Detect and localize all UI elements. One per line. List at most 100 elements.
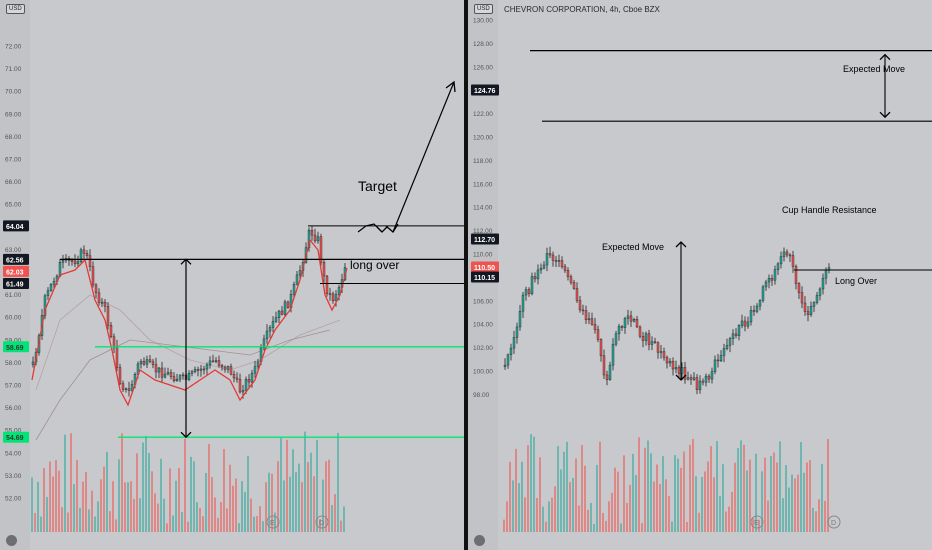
candle-body[interactable] bbox=[244, 379, 248, 391]
candle-body[interactable] bbox=[70, 260, 74, 262]
candle-body[interactable] bbox=[584, 310, 588, 321]
candle-body[interactable] bbox=[695, 377, 699, 390]
tradingview-logo-icon[interactable] bbox=[6, 535, 17, 546]
candle-body[interactable] bbox=[656, 342, 660, 353]
candle-body[interactable] bbox=[539, 267, 543, 271]
candle-body[interactable] bbox=[139, 361, 143, 365]
candle-body[interactable] bbox=[722, 348, 726, 356]
candle-body[interactable] bbox=[731, 333, 735, 339]
candle-body[interactable] bbox=[91, 266, 95, 286]
candle-body[interactable] bbox=[533, 276, 537, 280]
candle-body[interactable] bbox=[614, 333, 618, 345]
candle-body[interactable] bbox=[199, 368, 203, 371]
candle-body[interactable] bbox=[806, 311, 810, 315]
candle-body[interactable] bbox=[668, 360, 672, 364]
candle-body[interactable] bbox=[713, 359, 717, 372]
candle-body[interactable] bbox=[704, 375, 708, 383]
candle-body[interactable] bbox=[596, 329, 600, 340]
candle-body[interactable] bbox=[115, 346, 119, 368]
candle-body[interactable] bbox=[752, 310, 756, 312]
candle-body[interactable] bbox=[151, 361, 155, 365]
candle-body[interactable] bbox=[635, 319, 639, 328]
candle-body[interactable] bbox=[217, 360, 221, 366]
candle-body[interactable] bbox=[767, 278, 771, 283]
candle-body[interactable] bbox=[764, 281, 768, 288]
candle-body[interactable] bbox=[322, 262, 326, 277]
candle-body[interactable] bbox=[626, 315, 630, 319]
candle-body[interactable] bbox=[286, 301, 290, 308]
candle-body[interactable] bbox=[653, 341, 657, 343]
candle-body[interactable] bbox=[554, 260, 558, 262]
candle-body[interactable] bbox=[124, 388, 128, 390]
candle-body[interactable] bbox=[94, 284, 98, 294]
candle-body[interactable] bbox=[809, 306, 813, 315]
event-marker[interactable] bbox=[266, 515, 280, 529]
candle-body[interactable] bbox=[247, 379, 251, 383]
candle-body[interactable] bbox=[154, 364, 158, 373]
candle-body[interactable] bbox=[238, 378, 242, 393]
candle-body[interactable] bbox=[109, 325, 113, 338]
candle-body[interactable] bbox=[106, 306, 110, 326]
candle-body[interactable] bbox=[127, 388, 131, 391]
candle-body[interactable] bbox=[557, 260, 561, 262]
candle-body[interactable] bbox=[803, 302, 807, 312]
candle-body[interactable] bbox=[328, 293, 332, 295]
candle-body[interactable] bbox=[812, 302, 816, 307]
candle-body[interactable] bbox=[175, 378, 179, 382]
candle-body[interactable] bbox=[205, 364, 209, 370]
candle-body[interactable] bbox=[292, 283, 296, 295]
candle-body[interactable] bbox=[512, 337, 516, 349]
candle-body[interactable] bbox=[241, 390, 245, 393]
candle-body[interactable] bbox=[773, 269, 777, 281]
candle-body[interactable] bbox=[617, 326, 621, 335]
candle-body[interactable] bbox=[172, 376, 176, 382]
candle-body[interactable] bbox=[629, 315, 633, 322]
candle-body[interactable] bbox=[800, 292, 804, 304]
candle-body[interactable] bbox=[202, 368, 206, 371]
candle-body[interactable] bbox=[262, 338, 266, 349]
candle-body[interactable] bbox=[181, 374, 185, 377]
candle-body[interactable] bbox=[683, 367, 687, 380]
candle-body[interactable] bbox=[73, 260, 77, 265]
candle-body[interactable] bbox=[223, 366, 227, 370]
candle-body[interactable] bbox=[277, 310, 281, 318]
candle-body[interactable] bbox=[169, 372, 173, 377]
event-marker[interactable] bbox=[827, 515, 841, 529]
candle-body[interactable] bbox=[578, 300, 582, 311]
candle-body[interactable] bbox=[193, 369, 197, 372]
candle-body[interactable] bbox=[791, 255, 795, 267]
candle-body[interactable] bbox=[31, 361, 35, 365]
candle-body[interactable] bbox=[232, 374, 236, 379]
candle-body[interactable] bbox=[524, 289, 528, 296]
candle-body[interactable] bbox=[758, 300, 762, 307]
candle-body[interactable] bbox=[647, 333, 651, 345]
candle-body[interactable] bbox=[253, 366, 257, 374]
candle-body[interactable] bbox=[761, 286, 765, 301]
candle-body[interactable] bbox=[331, 293, 335, 301]
candle-body[interactable] bbox=[593, 324, 597, 330]
candle-body[interactable] bbox=[725, 345, 729, 349]
candle-body[interactable] bbox=[100, 302, 104, 304]
candle-body[interactable] bbox=[211, 360, 215, 363]
candle-body[interactable] bbox=[325, 275, 329, 294]
candle-body[interactable] bbox=[794, 266, 798, 284]
candle-body[interactable] bbox=[319, 236, 323, 263]
candle-body[interactable] bbox=[268, 327, 272, 332]
candle-body[interactable] bbox=[280, 310, 284, 315]
candle-body[interactable] bbox=[163, 373, 167, 378]
candle-body[interactable] bbox=[740, 320, 744, 326]
candle-body[interactable] bbox=[746, 321, 750, 327]
candle-body[interactable] bbox=[638, 326, 642, 337]
candle-body[interactable] bbox=[61, 260, 65, 263]
candle-body[interactable] bbox=[659, 351, 663, 353]
candle-body[interactable] bbox=[737, 325, 741, 336]
candle-body[interactable] bbox=[145, 359, 149, 365]
candle-body[interactable] bbox=[575, 288, 579, 301]
candle-body[interactable] bbox=[313, 234, 317, 242]
candle-body[interactable] bbox=[728, 338, 732, 346]
right-chart-pane[interactable]: 130.00128.00126.00124.00122.00120.00118.… bbox=[468, 0, 932, 550]
candle-body[interactable] bbox=[545, 253, 549, 266]
candle-body[interactable] bbox=[226, 366, 230, 370]
candle-body[interactable] bbox=[208, 360, 212, 366]
candle-body[interactable] bbox=[674, 367, 678, 370]
